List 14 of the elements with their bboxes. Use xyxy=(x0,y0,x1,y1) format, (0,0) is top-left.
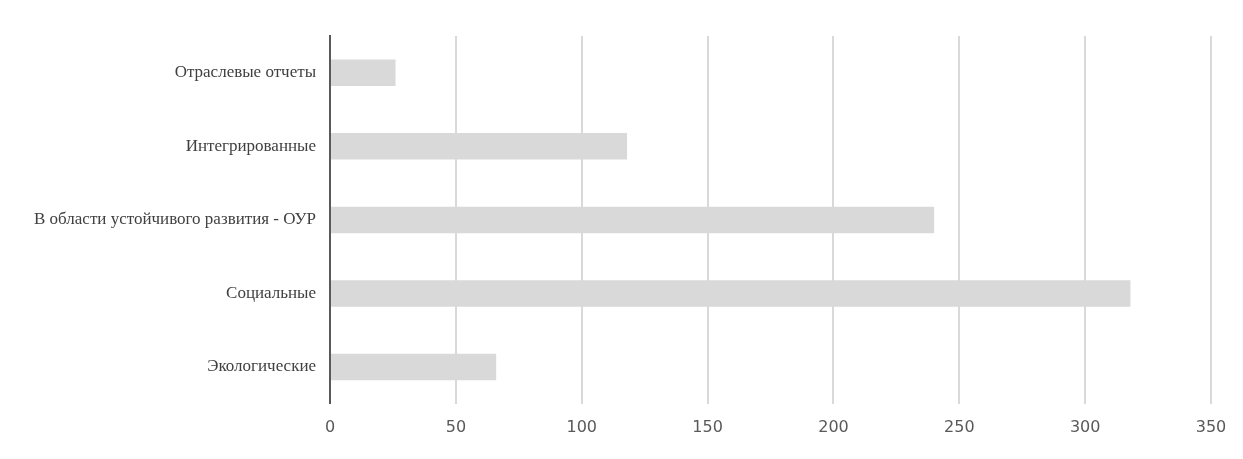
x-tick-label: 300 xyxy=(1069,416,1101,436)
x-tick-label: 50 xyxy=(445,416,467,436)
x-tick-label: 350 xyxy=(1195,416,1227,436)
y-tick-label: В области устойчивого развития - ОУР xyxy=(34,209,317,229)
x-tick-label: 200 xyxy=(818,416,849,436)
x-tick-label: 150 xyxy=(692,416,723,436)
x-tick-label: 100 xyxy=(566,416,598,436)
y-tick-label: Экологические xyxy=(207,356,317,376)
x-tick-label: 0 xyxy=(324,416,336,436)
bar xyxy=(331,59,396,87)
y-tick-label: Интегрированные xyxy=(185,135,317,155)
y-tick-label: Социальные xyxy=(226,282,317,302)
x-tick-label: 250 xyxy=(944,416,975,436)
y-tick-label: Отраслевые отчеты xyxy=(174,62,317,82)
